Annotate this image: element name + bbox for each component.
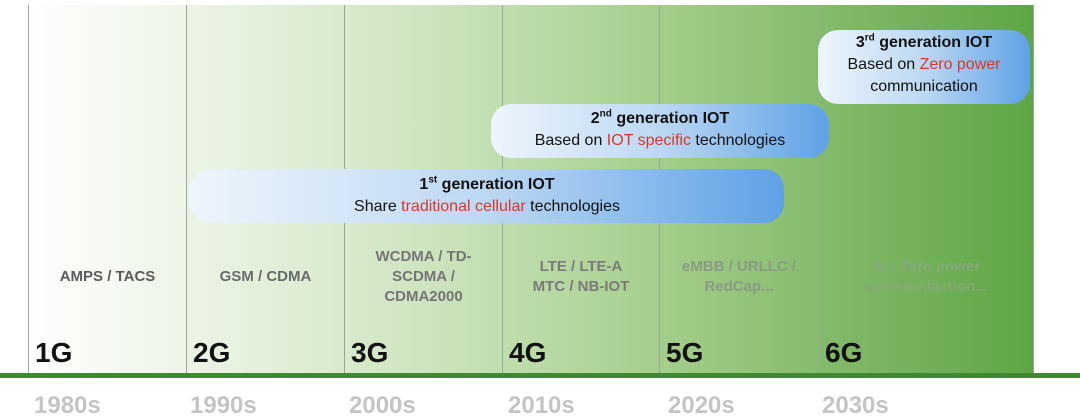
generation-tech: GSM / CDMA	[219, 268, 312, 285]
timeline-baseline	[0, 373, 1080, 378]
generation-column-1g: AMPS / TACS 1G	[28, 5, 186, 373]
decade-label-2000s: 2000s	[349, 392, 416, 419]
generation-label: 2G	[193, 337, 231, 368]
bubble-title: 2nd generation IOT	[590, 108, 730, 127]
generation-label: 4G	[509, 337, 547, 368]
generation-column-3g: WCDMA / TD- SCDMA / CDMA2000 3G	[344, 5, 502, 373]
iot-generation-3-bubble: 3rd generation IOT Based on Zero power c…	[818, 30, 1030, 104]
generation-tech: AMPS / TACS	[59, 268, 156, 285]
iot-generation-1-bubble: 1st generation IOT Share traditional cel…	[190, 169, 784, 223]
bubble-title: 3rd generation IOT	[855, 32, 993, 51]
generation-column-6g: AI / Zero power communiaction... 6G	[818, 5, 1034, 373]
generation-tech: WCDMA / TD- SCDMA / CDMA2000	[375, 248, 472, 305]
bubble-description-cont: communication	[870, 78, 978, 95]
bubble-description: Share traditional cellular technologies	[354, 198, 620, 215]
decade-label-2010s: 2010s	[508, 392, 575, 419]
bubble-title: 1st generation IOT	[419, 174, 555, 193]
decade-label-1990s: 1990s	[190, 392, 257, 419]
iot-generation-2-bubble: 2nd generation IOT Based on IOT specific…	[491, 104, 829, 158]
bubble-description: Based on Zero power	[847, 56, 1001, 73]
generation-tech: AI / Zero power communiaction...	[864, 258, 988, 295]
generation-column-2g: GSM / CDMA 2G	[186, 5, 344, 373]
generation-label: 3G	[351, 337, 389, 368]
generation-column-5g: eMBB / URLLC / RedCap... 5G	[659, 5, 818, 373]
decade-label-2020s: 2020s	[668, 392, 735, 419]
generation-label: 6G	[825, 337, 863, 368]
generation-label: 5G	[666, 337, 704, 368]
decade-label-1980s: 1980s	[34, 392, 101, 419]
bubble-description: Based on IOT specific technologies	[534, 132, 786, 149]
generation-label: 1G	[35, 337, 73, 368]
decade-label-2030s: 2030s	[822, 392, 889, 419]
generation-column-4g: LTE / LTE-A MTC / NB-IOT 4G	[502, 5, 659, 373]
generation-tech: LTE / LTE-A MTC / NB-IOT	[532, 258, 630, 295]
generation-tech: eMBB / URLLC / RedCap...	[681, 258, 797, 295]
